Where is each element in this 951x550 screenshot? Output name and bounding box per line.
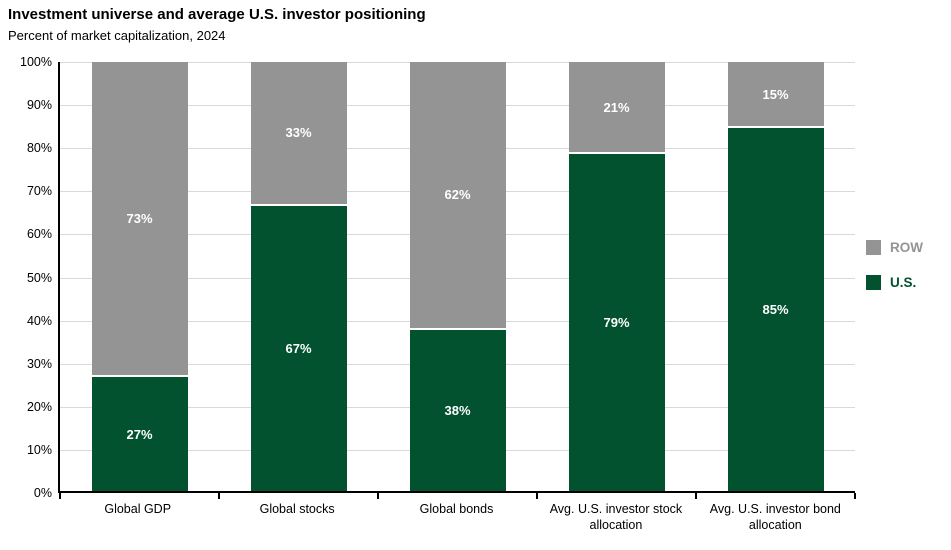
y-tick-label: 60% (26, 227, 52, 242)
category-label: Avg. U.S. investor bond allocation (709, 502, 841, 533)
bar-segment-us: 27% (91, 375, 188, 491)
bar-value-label-row: 21% (603, 99, 630, 115)
bar-segment-us: 79% (568, 152, 665, 491)
bar-value-label-row: 33% (285, 125, 312, 141)
bar-value-label-us: 67% (285, 340, 312, 356)
bar-segment-row: 73% (91, 62, 188, 376)
x-axis-tick (536, 493, 538, 499)
bar-value-label-row: 62% (444, 187, 471, 203)
bar-segment-row: 33% (250, 62, 347, 204)
bar-slot: 62% 38% (378, 62, 537, 491)
bar-value-label-row: 15% (762, 86, 789, 102)
bar-value-label-row: 73% (126, 211, 153, 227)
y-tick-label: 20% (26, 399, 52, 414)
y-tick-label: 40% (26, 313, 52, 328)
stacked-bar: 62% 38% (409, 62, 506, 491)
legend-swatch (866, 240, 881, 255)
bar-segment-us: 85% (727, 126, 824, 491)
bar-segment-us: 38% (409, 327, 506, 491)
x-axis-tick (59, 493, 61, 499)
legend-item: ROW (866, 240, 923, 255)
legend: ROW U.S. (866, 240, 923, 290)
stacked-bar: 21% 79% (568, 62, 665, 491)
stacked-bar: 73% 27% (91, 62, 188, 491)
y-tick-label: 10% (26, 442, 52, 457)
bar-value-label-us: 85% (762, 302, 789, 318)
legend-swatch (866, 275, 881, 290)
bars-container: 73% 27% 33% 67% 62% 38% 21% 79% 15% 85% (60, 62, 855, 491)
x-axis-tick (218, 493, 220, 499)
bar-segment-us: 67% (250, 203, 347, 491)
y-tick-label: 30% (26, 356, 52, 371)
bar-slot: 21% 79% (537, 62, 696, 491)
bar-segment-row: 62% (409, 62, 506, 328)
chart-subtitle: Percent of market capitalization, 2024 (8, 28, 226, 43)
bar-value-label-us: 79% (603, 315, 630, 331)
x-axis-category-labels: Global GDP Global stocks Global bonds Avg. … (58, 501, 855, 534)
bar-slot: 15% 85% (696, 62, 855, 491)
legend-label: U.S. (890, 275, 917, 290)
y-tick-label: 80% (26, 141, 52, 156)
chart-title: Investment universe and average U.S. inv… (8, 6, 426, 23)
x-axis-tick (695, 493, 697, 499)
y-tick-label: 100% (20, 55, 52, 69)
y-tick-label: 70% (26, 184, 52, 199)
x-axis-tick (377, 493, 379, 499)
bar-segment-row: 15% (727, 62, 824, 127)
bar-value-label-us: 27% (126, 426, 153, 442)
legend-item: U.S. (866, 275, 923, 290)
bar-value-label-us: 38% (444, 402, 471, 418)
bar-segment-row: 21% (568, 62, 665, 153)
stacked-bar: 15% 85% (727, 62, 824, 491)
category-label: Global GDP (104, 502, 172, 516)
category-label: Avg. U.S. investor stock allocation (549, 502, 683, 533)
y-tick-label: 90% (26, 98, 52, 113)
y-tick-label: 50% (26, 270, 52, 285)
category-label: Global bonds (419, 502, 494, 516)
y-tick-label: 0% (33, 486, 52, 500)
category-label: Global stocks (259, 502, 335, 516)
legend-label: ROW (890, 240, 923, 255)
stacked-bar: 33% 67% (250, 62, 347, 491)
bar-slot: 73% 27% (60, 62, 219, 491)
plot-area: 73% 27% 33% 67% 62% 38% 21% 79% 15% 85% (58, 62, 856, 499)
x-axis-tick (854, 493, 856, 499)
bar-slot: 33% 67% (219, 62, 378, 491)
